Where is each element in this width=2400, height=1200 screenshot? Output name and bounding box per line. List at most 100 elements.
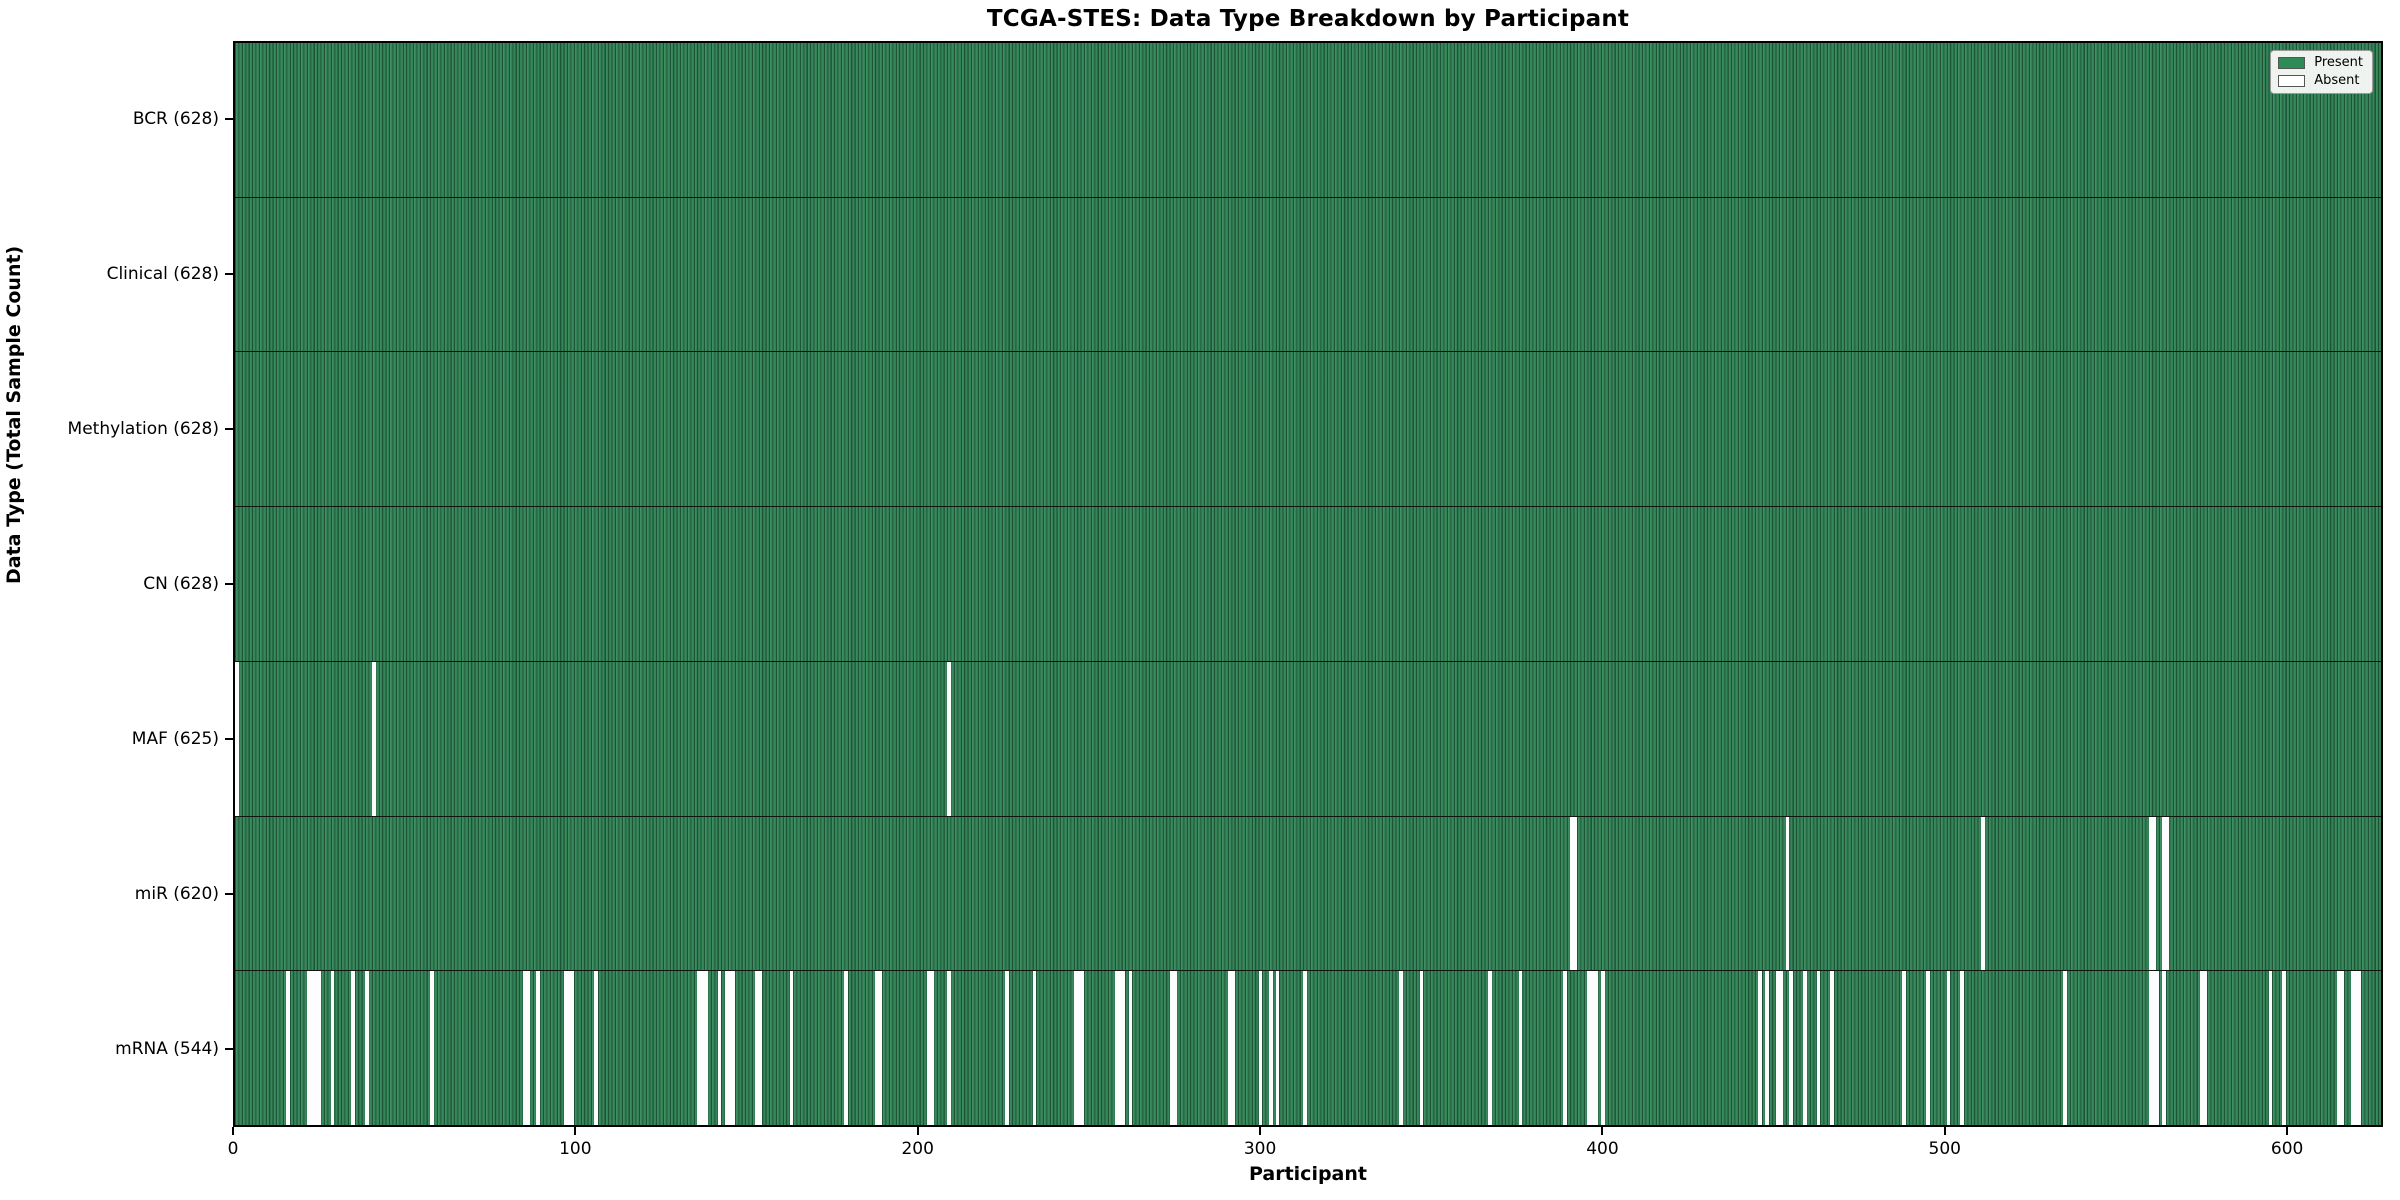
absent-gap bbox=[536, 971, 540, 1126]
present-swatch bbox=[2278, 56, 2306, 69]
absent-gap bbox=[286, 971, 290, 1126]
row-CN bbox=[235, 506, 2381, 661]
absent-gap bbox=[1785, 816, 1790, 971]
y-tick-label-MAF: MAF (625) bbox=[131, 729, 219, 750]
absent-gap bbox=[878, 971, 883, 1126]
y-tick-mark bbox=[225, 272, 233, 275]
absent-gap bbox=[1830, 971, 1834, 1126]
absent-gap bbox=[1573, 816, 1578, 971]
absent-gap bbox=[2354, 971, 2358, 1126]
absent-gap bbox=[929, 971, 934, 1126]
absent-gap bbox=[1080, 971, 1085, 1126]
absent-gap bbox=[1981, 816, 1985, 971]
absent-gap bbox=[844, 971, 848, 1126]
absent-gap bbox=[1121, 971, 1126, 1126]
absent-gap bbox=[313, 971, 318, 1126]
y-tick-label-Clinical: Clinical (628) bbox=[106, 263, 219, 284]
absent-gap bbox=[2337, 971, 2341, 1126]
x-axis-title: Participant bbox=[1248, 1163, 1367, 1185]
absent-gap bbox=[310, 971, 314, 1126]
absent-gap bbox=[1128, 971, 1133, 1126]
absent-gap bbox=[717, 971, 722, 1126]
absent-gap bbox=[1518, 971, 1523, 1126]
absent-gap bbox=[526, 971, 530, 1126]
absent-gap bbox=[1419, 971, 1424, 1126]
absent-gap bbox=[724, 971, 729, 1126]
absent-gap bbox=[1902, 971, 1906, 1126]
x-tick-label-100: 100 bbox=[559, 1139, 592, 1159]
y-tick-mark bbox=[225, 427, 233, 430]
absent-gap bbox=[2200, 971, 2204, 1126]
legend: Present Absent bbox=[2270, 50, 2373, 94]
absent-gap bbox=[430, 971, 434, 1126]
y-tick-mark bbox=[225, 893, 233, 896]
absent-gap bbox=[522, 971, 527, 1126]
absent-gap bbox=[317, 971, 321, 1126]
row-Methylation bbox=[235, 351, 2381, 507]
x-tick-mark bbox=[2286, 1127, 2289, 1135]
absent-gap bbox=[704, 971, 708, 1126]
x-tick-mark bbox=[1943, 1127, 1946, 1135]
x-tick-label-400: 400 bbox=[1586, 1139, 1619, 1159]
absent-gap bbox=[1946, 971, 1951, 1126]
chart-title: TCGA-STES: Data Type Breakdown by Partic… bbox=[986, 6, 1630, 32]
absent-gap bbox=[1594, 971, 1598, 1126]
absent-gap bbox=[727, 971, 732, 1126]
absent-gap bbox=[1227, 971, 1232, 1126]
absent-gap bbox=[235, 661, 239, 816]
absent-gap bbox=[2350, 971, 2355, 1126]
absent-gap bbox=[330, 971, 335, 1126]
y-tick-label-BCR: BCR (628) bbox=[132, 108, 219, 129]
absent-gap bbox=[1231, 971, 1235, 1126]
absent-gap bbox=[1563, 971, 1567, 1126]
absent-swatch bbox=[2278, 74, 2306, 87]
absent-gap bbox=[1169, 971, 1174, 1126]
absent-gap bbox=[926, 971, 931, 1126]
absent-gap bbox=[2162, 816, 2167, 971]
absent-gap bbox=[789, 971, 794, 1126]
absent-gap bbox=[1275, 971, 1280, 1126]
plot-area: Present Absent bbox=[233, 41, 2383, 1127]
legend-label-present: Present bbox=[2314, 55, 2363, 70]
legend-item-present: Present bbox=[2278, 56, 2363, 69]
absent-gap bbox=[2165, 816, 2170, 971]
absent-gap bbox=[2162, 971, 2167, 1126]
absent-gap bbox=[1758, 971, 1763, 1126]
absent-gap bbox=[1601, 971, 1605, 1126]
absent-gap bbox=[947, 661, 951, 816]
x-tick-label-300: 300 bbox=[1243, 1139, 1277, 1159]
x-tick-mark bbox=[574, 1127, 577, 1135]
absent-gap bbox=[1960, 971, 1965, 1126]
absent-gap bbox=[697, 971, 701, 1126]
absent-gap bbox=[2152, 816, 2156, 971]
absent-gap bbox=[1816, 971, 1821, 1126]
x-tick-mark bbox=[916, 1127, 919, 1135]
y-axis-title: Data Type (Total Sample Count) bbox=[3, 245, 25, 584]
absent-gap bbox=[2152, 971, 2156, 1126]
absent-gap bbox=[2282, 971, 2286, 1126]
absent-gap bbox=[2203, 971, 2208, 1126]
presence-matrix bbox=[235, 43, 2381, 1126]
absent-gap bbox=[875, 971, 879, 1126]
x-tick-mark bbox=[1601, 1127, 1604, 1135]
x-tick-label-200: 200 bbox=[901, 1139, 934, 1159]
y-tick-label-CN: CN (628) bbox=[143, 574, 219, 594]
absent-gap bbox=[731, 971, 735, 1126]
absent-gap bbox=[1789, 971, 1793, 1126]
absent-gap bbox=[1173, 971, 1177, 1126]
row-BCR bbox=[235, 43, 2381, 197]
absent-gap bbox=[563, 971, 568, 1126]
absent-gap bbox=[1268, 971, 1273, 1126]
y-tick-label-Methylation: Methylation (628) bbox=[67, 418, 219, 439]
y-tick-label-mRNA: mRNA (544) bbox=[115, 1039, 219, 1060]
y-tick-mark bbox=[225, 738, 233, 741]
x-tick-label-0: 0 bbox=[227, 1139, 239, 1159]
absent-gap bbox=[2155, 971, 2160, 1126]
y-tick-mark bbox=[225, 117, 233, 120]
absent-gap bbox=[2340, 971, 2345, 1126]
absent-gap bbox=[1077, 971, 1081, 1126]
absent-gap bbox=[1590, 971, 1595, 1126]
x-tick-mark bbox=[1259, 1127, 1262, 1135]
x-tick-label-600: 600 bbox=[2270, 1139, 2304, 1159]
absent-gap bbox=[2148, 816, 2153, 971]
